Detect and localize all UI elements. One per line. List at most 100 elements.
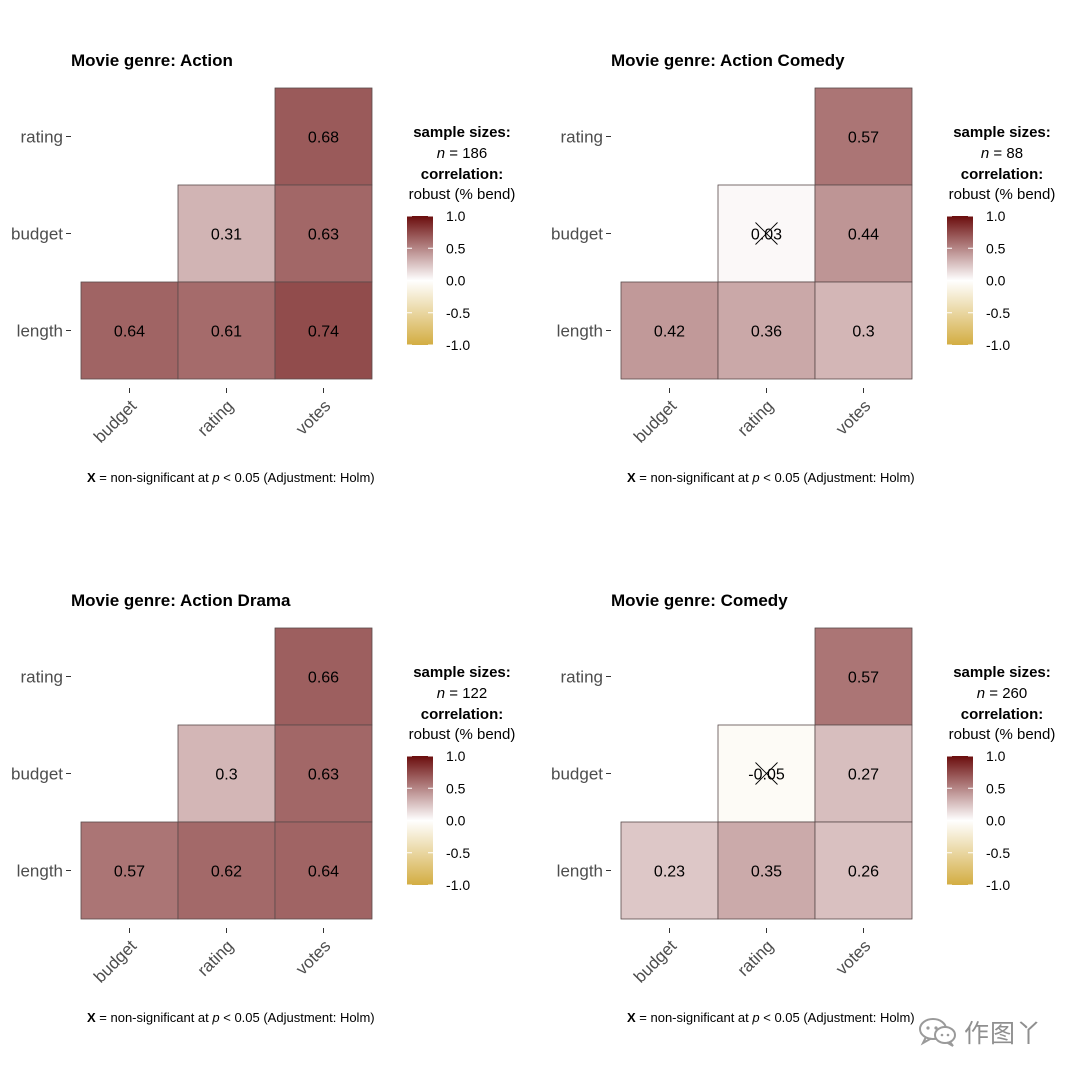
x-tick-label: votes <box>292 396 334 438</box>
legend-method-label: robust (% bend) <box>409 726 516 743</box>
panel-caption: X = non-significant at p < 0.05 (Adjustm… <box>627 1010 915 1025</box>
heatmap-cell <box>274 821 373 920</box>
legend-n-symbol: n <box>981 145 989 162</box>
legend-tick-label: 0.0 <box>446 273 466 289</box>
x-tick-label: rating <box>734 936 778 980</box>
legend-tick-label: -1.0 <box>446 337 470 353</box>
legend-correlation-label: correlation: <box>961 706 1044 723</box>
caption-p-symbol: p <box>211 1010 219 1025</box>
heatmap-cell <box>717 281 816 380</box>
legend-tick-label: 0.0 <box>986 273 1006 289</box>
caption-symbol: X <box>87 1010 96 1025</box>
y-tick-label: rating <box>20 668 63 687</box>
cell-value-label: 0.3 <box>852 324 874 341</box>
legend-tick-label: 0.5 <box>986 240 1006 256</box>
heatmap-cell <box>620 821 719 920</box>
heatmap-cell <box>274 724 373 823</box>
heatmap-panel: Movie genre: Action 0.68 0.31 0.63 0.64 0.61 0… <box>11 51 515 485</box>
caption-text-before: = non-significant at <box>636 1010 753 1025</box>
legend-tick-label: 1.0 <box>446 208 466 224</box>
x-tick-label: rating <box>194 396 238 440</box>
caption-text-after: < 0.05 (Adjustment: Holm) <box>760 1010 915 1025</box>
legend-sample-size: n = 122 <box>437 685 487 702</box>
caption-text-before: = non-significant at <box>96 1010 213 1025</box>
cell-value-label: 0.64 <box>308 864 339 881</box>
heatmap-cell <box>814 87 913 186</box>
legend-tick-label: 1.0 <box>446 748 466 764</box>
x-tick-label: budget <box>630 396 680 446</box>
legend-tick-label: -0.5 <box>986 845 1010 861</box>
legend-n-symbol: n <box>437 145 445 162</box>
cell-value-label: 0.35 <box>751 864 782 881</box>
cell-value-label: 0.44 <box>848 227 879 244</box>
heatmap-cell <box>620 281 719 380</box>
cell-value-label: 0.23 <box>654 864 685 881</box>
legend-tick-label: -1.0 <box>446 877 470 893</box>
legend-tick-label: 0.5 <box>446 780 466 796</box>
heatmap-cell <box>814 281 913 380</box>
heatmap-cell <box>814 724 913 823</box>
legend-n-symbol: n <box>977 685 985 702</box>
non-significant-cross-mark <box>755 762 778 785</box>
x-tick-label: rating <box>734 396 778 440</box>
y-tick-label: length <box>17 862 63 881</box>
legend-correlation-label: correlation: <box>421 166 504 183</box>
x-tick-label: rating <box>194 936 238 980</box>
y-tick-label: budget <box>11 225 63 244</box>
y-tick-label: budget <box>551 765 603 784</box>
legend-tick-label: -0.5 <box>986 305 1010 321</box>
legend-tick-label: -0.5 <box>446 845 470 861</box>
legend-n-symbol: n <box>437 685 445 702</box>
x-tick-label: budget <box>90 936 140 986</box>
legend-sample-size: n = 88 <box>981 145 1023 162</box>
cell-value-label: 0.61 <box>211 324 242 341</box>
heatmap-cell <box>80 821 179 920</box>
heatmap-cell <box>274 87 373 186</box>
cell-value-label: 0.63 <box>308 767 339 784</box>
caption-symbol: X <box>627 470 636 485</box>
legend-n-value: 122 <box>462 685 487 702</box>
legend-equals-sign: = <box>989 145 1006 162</box>
cell-value-label: 0.26 <box>848 864 879 881</box>
cell-value-label: 0.68 <box>308 130 339 147</box>
heatmap-cell <box>80 281 179 380</box>
cell-value-label: 0.57 <box>848 670 879 687</box>
panel-title: Movie genre: Action Drama <box>71 591 291 610</box>
cell-value-label: 0.62 <box>211 864 242 881</box>
cell-value-label: 0.3 <box>215 767 237 784</box>
heatmap-cell <box>274 627 373 726</box>
caption-text-before: = non-significant at <box>96 470 213 485</box>
y-tick-label: budget <box>551 225 603 244</box>
heatmap-cell <box>274 184 373 283</box>
y-tick-label: length <box>557 322 603 341</box>
legend-sample-size: n = 186 <box>437 145 487 162</box>
x-tick-label: budget <box>90 396 140 446</box>
x-tick-label: votes <box>292 936 334 978</box>
watermark-text: 作图丫 <box>964 1019 1043 1048</box>
legend-tick-label: -1.0 <box>986 337 1010 353</box>
heatmap-panel: Movie genre: Action Drama 0.66 0.3 0.63 0.57… <box>11 591 515 1025</box>
panel-title: Movie genre: Action <box>71 51 233 70</box>
panel-legend: sample sizes: n = 88 correlation: robust (%… <box>947 124 1055 353</box>
legend-n-value: 186 <box>462 145 487 162</box>
panel-legend: sample sizes: n = 260 correlation: robust (… <box>947 664 1055 893</box>
legend-method-label: robust (% bend) <box>949 186 1056 203</box>
heatmap-cell <box>814 627 913 726</box>
cell-value-label: 0.57 <box>114 864 145 881</box>
y-tick-label: length <box>557 862 603 881</box>
cell-value-label: 0.36 <box>751 324 782 341</box>
legend-method-label: robust (% bend) <box>409 186 516 203</box>
watermark: 作图丫 <box>918 1014 1068 1050</box>
caption-p-symbol: p <box>751 470 759 485</box>
y-tick-label: rating <box>560 668 603 687</box>
legend-n-value: 88 <box>1006 145 1023 162</box>
panel-title: Movie genre: Comedy <box>611 591 788 610</box>
heatmap-cell <box>177 184 276 283</box>
legend-method-label: robust (% bend) <box>949 726 1056 743</box>
caption-text-before: = non-significant at <box>636 470 753 485</box>
legend-tick-label: -0.5 <box>446 305 470 321</box>
caption-text-after: < 0.05 (Adjustment: Holm) <box>220 1010 375 1025</box>
chat-bubbles-icon <box>919 1018 956 1047</box>
legend-equals-sign: = <box>445 145 462 162</box>
